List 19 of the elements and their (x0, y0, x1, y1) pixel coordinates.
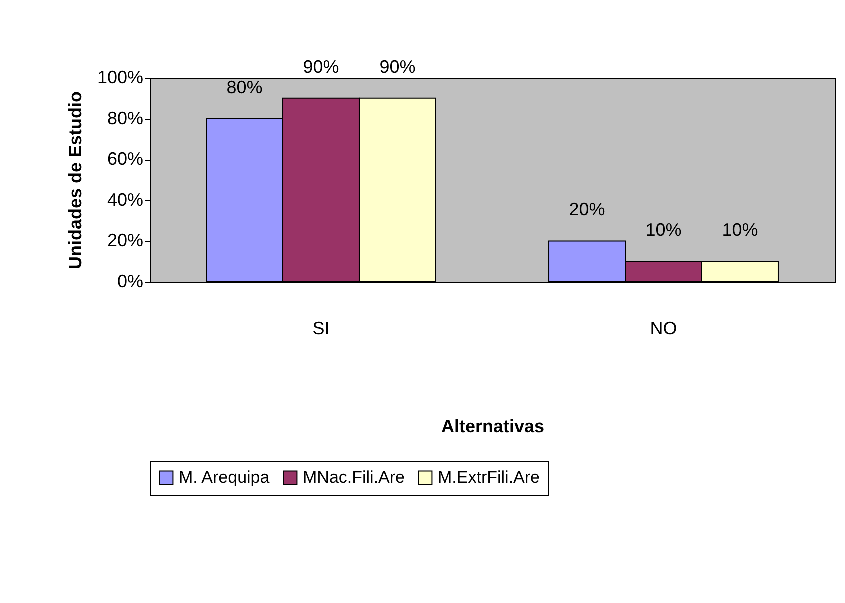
data-label: 20% (569, 200, 606, 220)
x-axis-title: Alternativas (441, 416, 545, 436)
legend-label: M. Arequipa (179, 468, 270, 487)
y-tick-label: 20% (107, 230, 144, 251)
y-tick-label: 60% (107, 149, 144, 170)
y-tick-label: 0% (117, 272, 144, 292)
legend-label: M.ExtrFili.Are (438, 468, 540, 487)
data-label: 80% (226, 77, 263, 98)
y-tick-label: 80% (107, 108, 144, 128)
data-label: 90% (380, 56, 416, 77)
y-tick-label: 40% (107, 190, 144, 210)
data-label: 10% (646, 220, 682, 240)
x-tick-label: NO (650, 318, 678, 338)
data-label: 90% (303, 56, 340, 77)
legend-label: MNac.Fili.Are (303, 468, 406, 487)
y-axis-title: Unidades de Estudio (65, 91, 86, 270)
x-tick-label: SI (312, 318, 330, 338)
y-tick-label: 100% (97, 68, 144, 88)
data-label: 10% (722, 220, 758, 240)
